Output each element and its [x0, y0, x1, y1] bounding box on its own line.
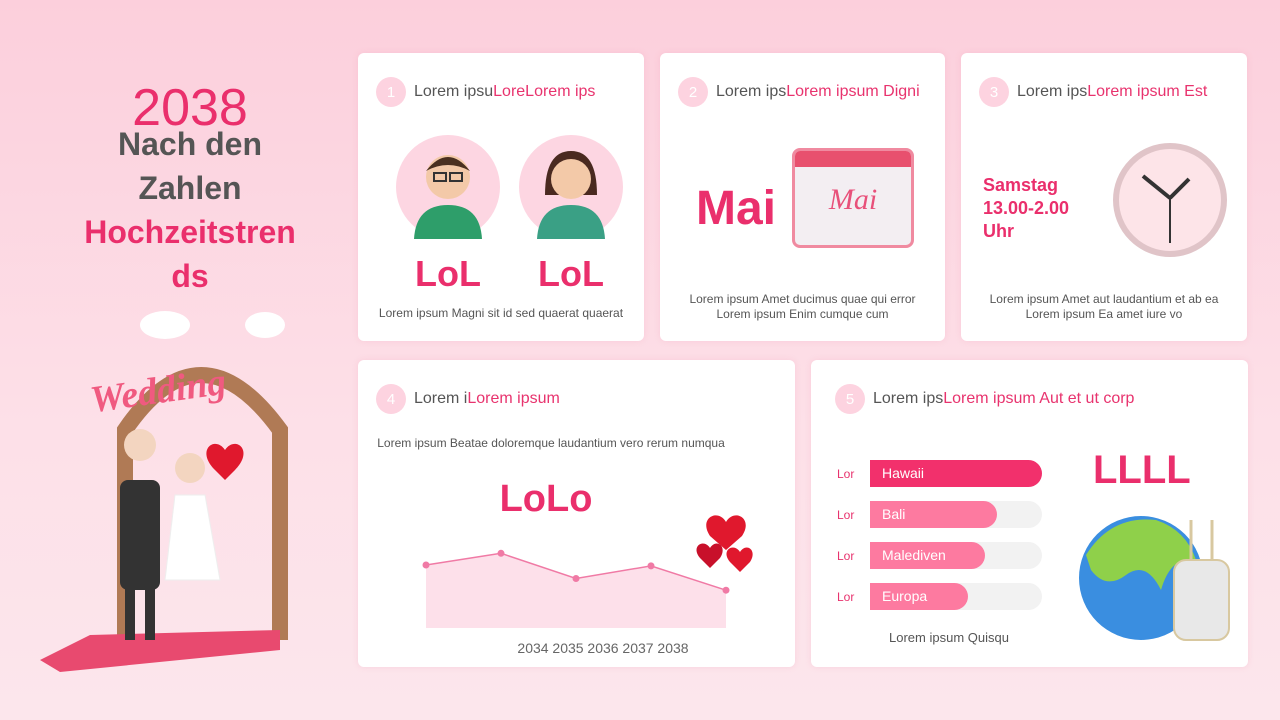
card-1: 1 Lorem ipsu LoreLorem ips LoL LoL Lorem i… — [358, 53, 644, 341]
card-title: Lorem i — [414, 390, 468, 407]
card-title-highlight: Lorem ipsum Aut et ut corp — [943, 390, 1135, 407]
card-caption: Lorem ipsum Amet aut laudantium et ab ea… — [961, 292, 1247, 322]
day-text: Samstag — [983, 175, 1059, 195]
title-line: Zahlen — [138, 170, 242, 206]
clock-icon — [1113, 143, 1227, 257]
bar-fill: Hawaii — [870, 460, 1042, 487]
bar-side-label: Lor — [837, 466, 855, 481]
bar-track: Europa — [870, 583, 1042, 610]
page-title: Nach den Zahlen Hochzeitstren ds — [60, 122, 320, 298]
globe-suitcase-icon — [1079, 516, 1230, 641]
card-title-highlight: Lorem ipsum Digni — [786, 83, 920, 100]
wedding-illustration: Wedding — [40, 311, 288, 672]
stat-label: LoL — [415, 253, 481, 294]
x-tick-label: 2036 — [587, 640, 618, 656]
calendar-icon: Mai — [792, 148, 914, 248]
bar-row: Lor Hawaii — [837, 460, 1042, 487]
card-4: 4 Lorem i Lorem ipsum Lorem ipsum Beatae d… — [358, 360, 795, 667]
stat-label: LoLo — [499, 478, 593, 520]
woman-avatar — [519, 135, 623, 239]
x-tick-label: 2037 — [622, 640, 653, 656]
caption-line: Lorem ipsum Amet ducimus quae qui error — [689, 292, 916, 306]
card-caption: Lorem ipsum Amet ducimus quae qui error L… — [660, 292, 945, 322]
svg-text:Wedding: Wedding — [88, 361, 229, 422]
calendar-text: Mai — [828, 183, 878, 216]
bar-track: Malediven — [870, 542, 1042, 569]
bar-fill: Europa — [870, 583, 969, 610]
caption-line: Lorem ipsum Amet aut laudantium et ab ea — [989, 292, 1219, 306]
number-badge: 5 — [835, 384, 865, 414]
event-time: Samstag 13.00-2.00 Uhr — [983, 174, 1069, 243]
data-point — [572, 575, 580, 582]
bar-side-label: Lor — [837, 589, 855, 604]
bar-fill: Malediven — [870, 542, 986, 569]
year: 2038 — [132, 79, 248, 137]
heart-balloons-icon — [696, 515, 753, 572]
data-point — [422, 561, 430, 569]
stat-label: LoL — [538, 253, 604, 294]
card-title: Lorem ips — [873, 390, 944, 407]
caption-line: Lorem ipsum Ea amet iure vo — [1025, 307, 1183, 321]
card-2: 2 Lorem ips Lorem ipsum Digni Mai Mai Lore… — [660, 53, 945, 341]
number-badge: 1 — [376, 77, 406, 107]
trend-chart: 2034 2035 2036 2037 2038 — [422, 549, 730, 656]
data-point — [647, 562, 655, 570]
number-badge: 3 — [979, 77, 1009, 107]
card-title: Lorem ips — [1017, 83, 1088, 100]
chart-area — [426, 553, 726, 628]
month-label: Mai — [696, 182, 777, 235]
bar-row: Lor Malediven — [837, 542, 1042, 569]
title-line: Hochzeitstren — [84, 214, 296, 250]
bar-track: Bali — [870, 501, 1042, 528]
bar-track: Hawaii — [870, 460, 1042, 487]
bar-side-label: Lor — [837, 507, 855, 522]
stat-label: LLLL — [1093, 448, 1191, 492]
title-line: Nach den — [117, 126, 263, 162]
bar-row: Lor Europa — [837, 583, 1042, 610]
card-subtitle: Lorem ipsum Beatae doloremque laudantium… — [377, 436, 725, 450]
card-title: Lorem ipsu — [414, 83, 494, 100]
title-line: ds — [171, 258, 209, 294]
card-title: Lorem ips — [716, 83, 787, 100]
number-badge: 4 — [376, 384, 406, 414]
time-text: 13.00-2.00 — [983, 198, 1070, 218]
unit-text: Uhr — [983, 221, 1014, 241]
man-avatar — [396, 135, 500, 239]
card-caption: Lorem ipsum Magni sit id sed quaerat qua… — [378, 306, 624, 320]
x-tick-label: 2034 — [517, 640, 548, 656]
number-badge: 2 — [678, 77, 708, 107]
card-3: 3 Lorem ips Lorem ipsum Est Samstag 13.00-2… — [961, 53, 1247, 341]
bar-side-label: Lor — [837, 548, 855, 563]
x-tick-label: 2035 — [552, 640, 583, 656]
card-caption: Lorem ipsum Quisqu — [889, 630, 1009, 645]
bar-row: Lor Bali — [837, 501, 1042, 528]
card-title-highlight: LoreLorem ips — [493, 83, 596, 100]
card-title-highlight: Lorem ipsum Est — [1087, 83, 1208, 100]
card-title-highlight: Lorem ipsum — [467, 390, 560, 407]
x-tick-label: 2038 — [657, 640, 688, 656]
data-point — [722, 586, 730, 594]
caption-line: Lorem ipsum Enim cumque cum — [716, 307, 889, 321]
bar-fill: Bali — [870, 501, 998, 528]
card-5: 5 Lorem ips Lorem ipsum Aut et ut corp Lor… — [811, 360, 1248, 667]
data-point — [497, 549, 505, 557]
